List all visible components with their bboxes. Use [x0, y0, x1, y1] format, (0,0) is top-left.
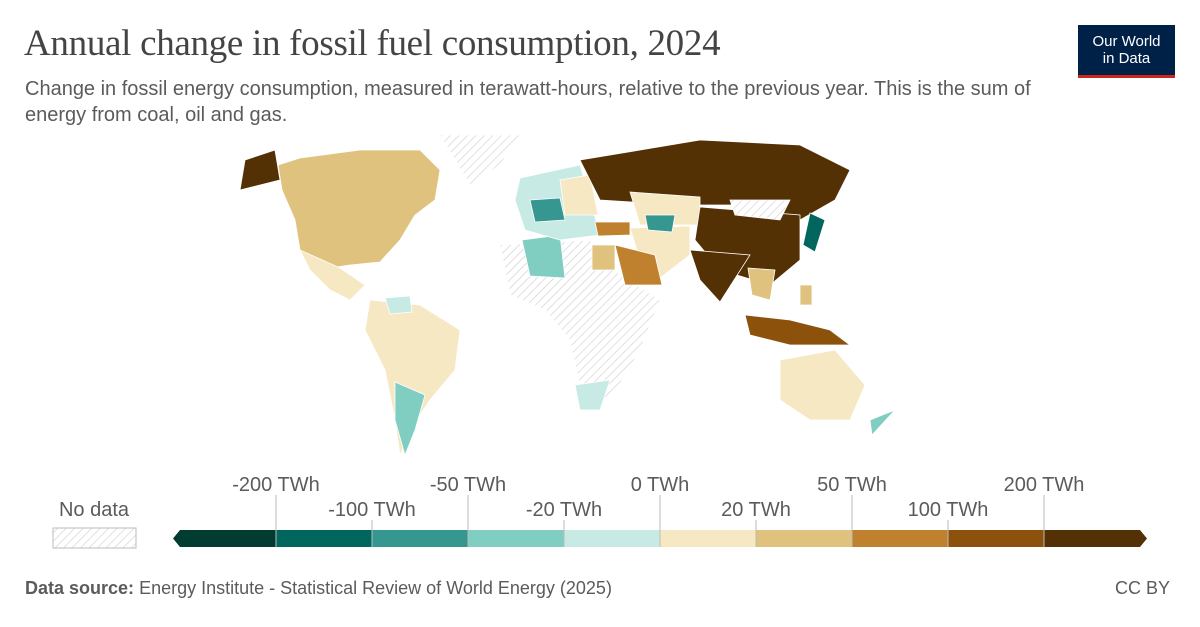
legend-label: No data: [59, 499, 130, 521]
legend-label: -100 TWh: [328, 499, 415, 521]
legend-swatch: [468, 530, 564, 547]
legend-swatch: [276, 530, 372, 547]
legend-swatch: [372, 530, 468, 547]
legend: No data -200 TWh -100 TWh -50 TWh -20 TWh 0 …: [52, 474, 1147, 549]
country: [689, 249, 751, 303]
country: [779, 349, 866, 421]
country: [529, 197, 566, 223]
title: Annual change in fossil fuel consumption…: [24, 23, 721, 64]
logo-text: in Data: [1102, 50, 1151, 67]
legend-label: 50 TWh: [817, 474, 887, 496]
country: [594, 221, 631, 237]
source-label: Data source:: [25, 578, 135, 598]
license[interactable]: CC BY: [1114, 578, 1170, 598]
country: [299, 249, 366, 301]
countries: [239, 134, 896, 457]
country: [591, 244, 616, 271]
country: [574, 379, 611, 411]
country: [277, 149, 441, 269]
country: [559, 174, 599, 216]
country: [384, 295, 413, 315]
legend-swatch: [756, 530, 852, 547]
country: [644, 214, 676, 233]
legend-label: 20 TWh: [721, 499, 791, 521]
country: [614, 244, 663, 286]
country: [744, 314, 852, 346]
legend-label: -50 TWh: [430, 474, 506, 496]
legend-swatch: [852, 530, 948, 547]
legend-swatch: [948, 530, 1044, 547]
footer: Data source: Energy Institute - Statisti…: [25, 578, 1170, 599]
country: [869, 409, 896, 436]
logo[interactable]: Our World in Data: [1078, 25, 1175, 78]
country: [239, 149, 281, 191]
legend-swatch: [173, 530, 276, 547]
legend-swatch: [660, 530, 756, 547]
country: [729, 199, 791, 221]
legend-label: 200 TWh: [1004, 474, 1085, 496]
country: [394, 381, 426, 457]
legend-swatch: [1044, 530, 1147, 547]
source: Energy Institute - Statistical Review of…: [139, 578, 612, 598]
legend-label: 0 TWh: [631, 474, 690, 496]
subtitle: Change in fossil energy consumption, mea…: [25, 78, 1031, 126]
country: [799, 284, 813, 306]
no-data-swatch: [52, 527, 137, 549]
logo-text: Our World: [1092, 33, 1161, 50]
country: [439, 134, 521, 186]
country: [802, 212, 826, 253]
legend-label: -200 TWh: [232, 474, 319, 496]
country: [747, 267, 776, 301]
legend-label: -20 TWh: [526, 499, 602, 521]
legend-swatch: [564, 530, 660, 547]
legend-label: 100 TWh: [908, 499, 989, 521]
